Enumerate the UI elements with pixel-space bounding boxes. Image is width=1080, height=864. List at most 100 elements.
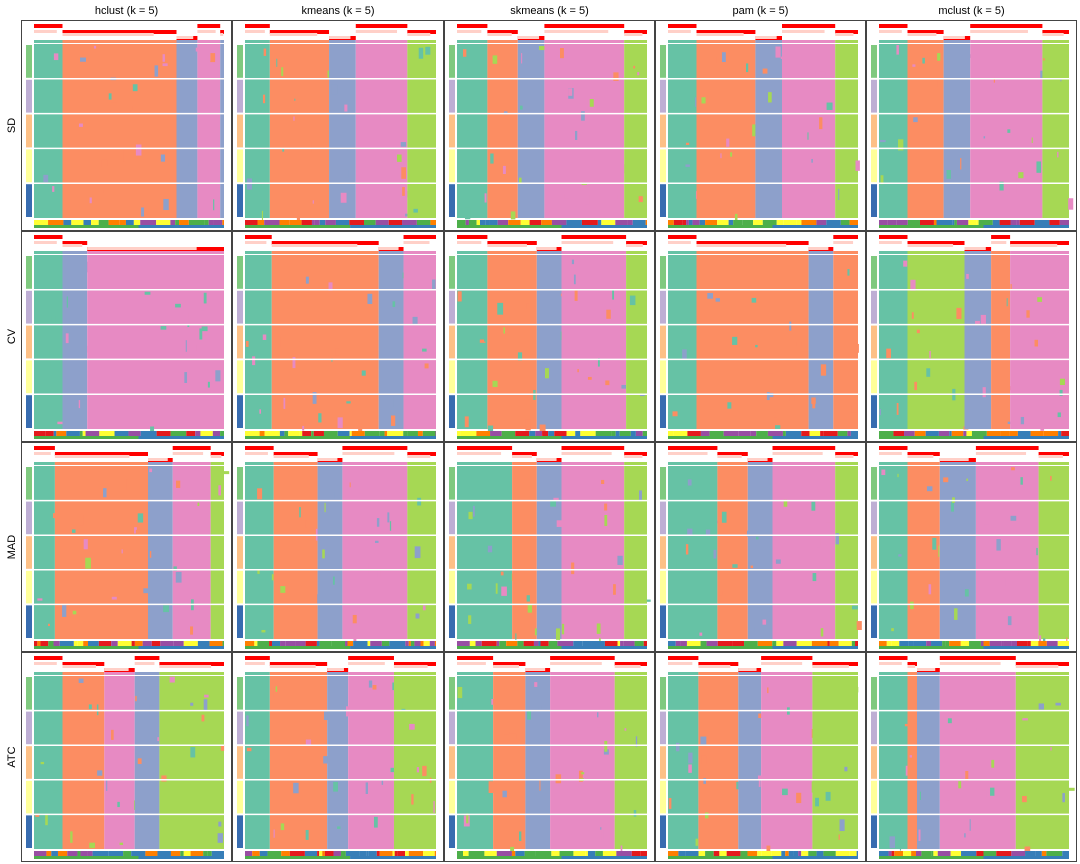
membership-cell — [1002, 577, 1006, 587]
membership-cell — [365, 562, 369, 575]
silhouette-track — [991, 241, 1007, 244]
bottom-annotation — [496, 851, 512, 856]
membership-column — [668, 44, 697, 218]
group-annotation — [237, 746, 243, 779]
silhouette-track — [87, 247, 197, 250]
bottom-annotation — [823, 851, 836, 856]
bottom-annotation — [98, 641, 112, 646]
silhouette-track — [134, 662, 155, 665]
membership-cell — [175, 300, 178, 304]
group-annotation — [449, 184, 455, 217]
class-track — [696, 251, 809, 254]
group-annotation — [237, 605, 243, 638]
membership-cell — [87, 345, 89, 353]
group-annotation — [26, 746, 32, 779]
membership-cell — [176, 480, 181, 488]
membership-cell — [413, 208, 418, 213]
bottom-annotation — [457, 431, 461, 436]
membership-cell — [121, 549, 123, 554]
membership-cell — [748, 626, 755, 633]
membership-cell — [190, 702, 194, 706]
bottom-annotation — [34, 646, 139, 649]
bottom-annotation — [980, 641, 984, 646]
silhouette-track — [907, 30, 944, 34]
membership-cell — [584, 194, 590, 205]
bottom-annotation — [673, 220, 683, 225]
membership-cell — [218, 485, 221, 496]
bottom-annotation — [573, 851, 586, 856]
class-track — [34, 40, 63, 43]
membership-cell — [538, 46, 545, 51]
bottom-annotation — [879, 431, 894, 436]
silhouette-track — [761, 656, 813, 660]
bottom-annotation — [879, 225, 984, 228]
silhouette-track — [104, 668, 129, 671]
bottom-annotation — [128, 431, 141, 436]
class-track — [668, 672, 699, 675]
bottom-annotation — [887, 220, 897, 225]
membership-cell — [432, 279, 436, 291]
bottom-annotation — [364, 431, 380, 436]
silhouette-track — [34, 24, 63, 28]
membership-cell — [646, 599, 651, 602]
bottom-annotation — [402, 220, 417, 225]
membership-cell — [337, 826, 341, 829]
membership-column — [879, 44, 908, 218]
class-track — [879, 672, 908, 675]
bottom-annotation — [801, 220, 817, 225]
membership-cell — [491, 699, 494, 705]
membership-column — [407, 44, 436, 218]
bottom-annotation — [465, 220, 469, 225]
bottom-annotation — [851, 641, 856, 646]
bottom-annotation — [1043, 431, 1059, 436]
bottom-annotation — [772, 856, 858, 859]
membership-cell — [699, 632, 703, 636]
group-annotation — [449, 780, 455, 814]
bottom-annotation — [245, 220, 258, 225]
membership-column — [544, 44, 625, 218]
membership-cell — [519, 105, 523, 110]
membership-cell — [415, 613, 420, 619]
membership-cell — [768, 92, 772, 103]
membership-cell — [1062, 793, 1065, 803]
membership-cell — [573, 274, 576, 285]
bottom-annotation — [1049, 220, 1060, 225]
membership-column — [975, 466, 1039, 639]
bottom-annotation — [1025, 851, 1036, 856]
membership-cell — [259, 409, 262, 414]
bottom-annotation — [699, 220, 706, 225]
membership-cell — [163, 605, 170, 613]
class-track — [624, 40, 647, 43]
bottom-annotation — [1009, 431, 1018, 436]
bottom-annotation — [366, 851, 369, 856]
membership-cell — [201, 326, 208, 332]
membership-cell — [422, 348, 427, 352]
membership-column — [1042, 44, 1069, 218]
membership-cell — [510, 733, 517, 740]
panel-border — [866, 20, 1077, 231]
bottom-annotation — [183, 851, 191, 856]
class-track — [197, 40, 221, 43]
membership-cell — [501, 586, 507, 596]
bottom-annotation — [561, 225, 647, 228]
panel-border — [21, 231, 232, 442]
class-track — [544, 40, 625, 43]
membership-cell — [766, 392, 770, 401]
group-annotation — [660, 467, 666, 500]
bottom-annotation — [668, 431, 674, 436]
bottom-annotation — [429, 641, 435, 646]
group-annotation — [26, 501, 32, 535]
bottom-annotation — [937, 851, 951, 856]
class-track — [970, 40, 1043, 43]
bottom-annotation — [888, 851, 892, 856]
membership-cell — [392, 682, 395, 691]
bottom-annotation — [630, 431, 636, 436]
bottom-annotation — [761, 851, 772, 856]
membership-cell — [758, 713, 764, 719]
membership-cell — [975, 320, 980, 324]
class-track — [342, 462, 408, 465]
group-annotation — [26, 570, 32, 604]
membership-column — [717, 466, 748, 639]
class-track — [761, 672, 813, 675]
membership-cell — [160, 154, 166, 162]
